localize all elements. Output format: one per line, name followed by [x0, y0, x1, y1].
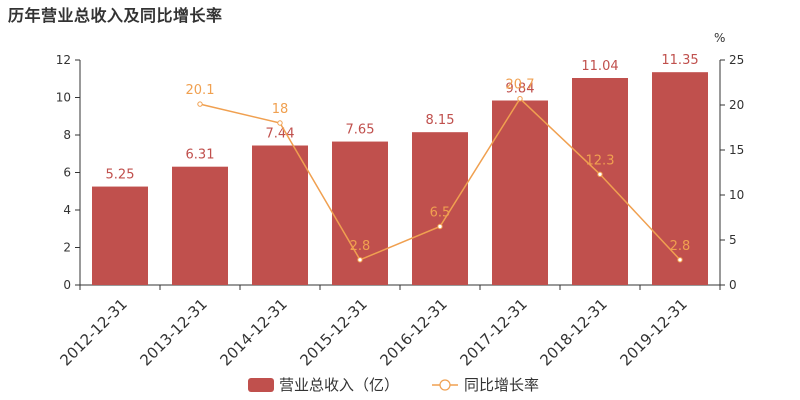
bar-value-label: 8.15 — [426, 113, 455, 128]
bar — [252, 145, 308, 285]
growth-value-label: 12.3 — [586, 153, 615, 168]
growth-point — [277, 120, 283, 126]
bar-value-label: 6.31 — [186, 148, 215, 163]
y-right-unit-label: % — [714, 31, 725, 45]
growth-value-label: 2.8 — [670, 239, 691, 254]
y-left-tick-label: 10 — [56, 91, 71, 105]
y-left-tick-label: 12 — [56, 53, 71, 67]
bar-value-label: 7.44 — [266, 127, 295, 142]
growth-point — [437, 223, 443, 230]
bar-value-label: 7.65 — [346, 123, 375, 138]
growth-value-label: 18 — [272, 102, 289, 117]
chart-title: 历年营业总收入及同比增长率 — [8, 6, 223, 25]
y-left-tick-label: 6 — [63, 166, 71, 180]
bar — [172, 166, 228, 285]
y-right-tick-label: 0 — [729, 278, 737, 292]
y-right-tick-label: 20 — [729, 98, 744, 112]
bar-value-label: 11.35 — [661, 53, 698, 68]
x-category-label: 2017-12-31 — [456, 295, 530, 369]
growth-value-label: 2.8 — [350, 239, 371, 254]
x-category-label: 2013-12-31 — [136, 295, 210, 369]
y-left-tick-label: 8 — [63, 128, 71, 142]
growth-point — [597, 171, 603, 178]
growth-point — [517, 96, 523, 102]
bar — [92, 186, 148, 285]
y-left-tick-label: 0 — [63, 278, 71, 292]
bar-value-label: 11.04 — [581, 59, 618, 74]
x-category-label: 2019-12-31 — [616, 295, 690, 369]
growth-value-label: 20.7 — [506, 78, 535, 93]
growth-value-label: 6.5 — [430, 206, 451, 221]
y-left-tick-label: 4 — [63, 203, 71, 217]
bar-value-label: 9.84 — [506, 82, 535, 97]
growth-point — [357, 257, 363, 263]
y-left-tick-label: 2 — [63, 241, 71, 255]
bar — [572, 78, 628, 285]
y-right-tick-label: 25 — [729, 53, 744, 67]
legend-line-label: 同比增长率 — [464, 376, 539, 394]
bar — [492, 100, 548, 285]
bar — [652, 72, 708, 285]
legend-bar-swatch — [248, 378, 274, 392]
x-category-label: 2015-12-31 — [296, 295, 370, 369]
x-category-label: 2016-12-31 — [376, 295, 450, 369]
x-category-label: 2012-12-31 — [56, 295, 130, 369]
bar — [332, 141, 388, 285]
y-right-tick-label: 10 — [729, 188, 744, 202]
growth-value-label: 20.1 — [186, 83, 215, 98]
bar-value-label: 5.25 — [106, 168, 135, 183]
legend-line-marker — [439, 379, 451, 391]
y-right-tick-label: 5 — [729, 233, 737, 247]
growth-point — [677, 257, 683, 263]
y-right-tick-label: 15 — [729, 143, 744, 157]
legend-bar-label: 营业总收入（亿） — [279, 376, 399, 394]
x-category-label: 2014-12-31 — [216, 295, 290, 369]
x-category-label: 2018-12-31 — [536, 295, 610, 369]
bar — [412, 132, 468, 285]
growth-point — [197, 101, 203, 107]
